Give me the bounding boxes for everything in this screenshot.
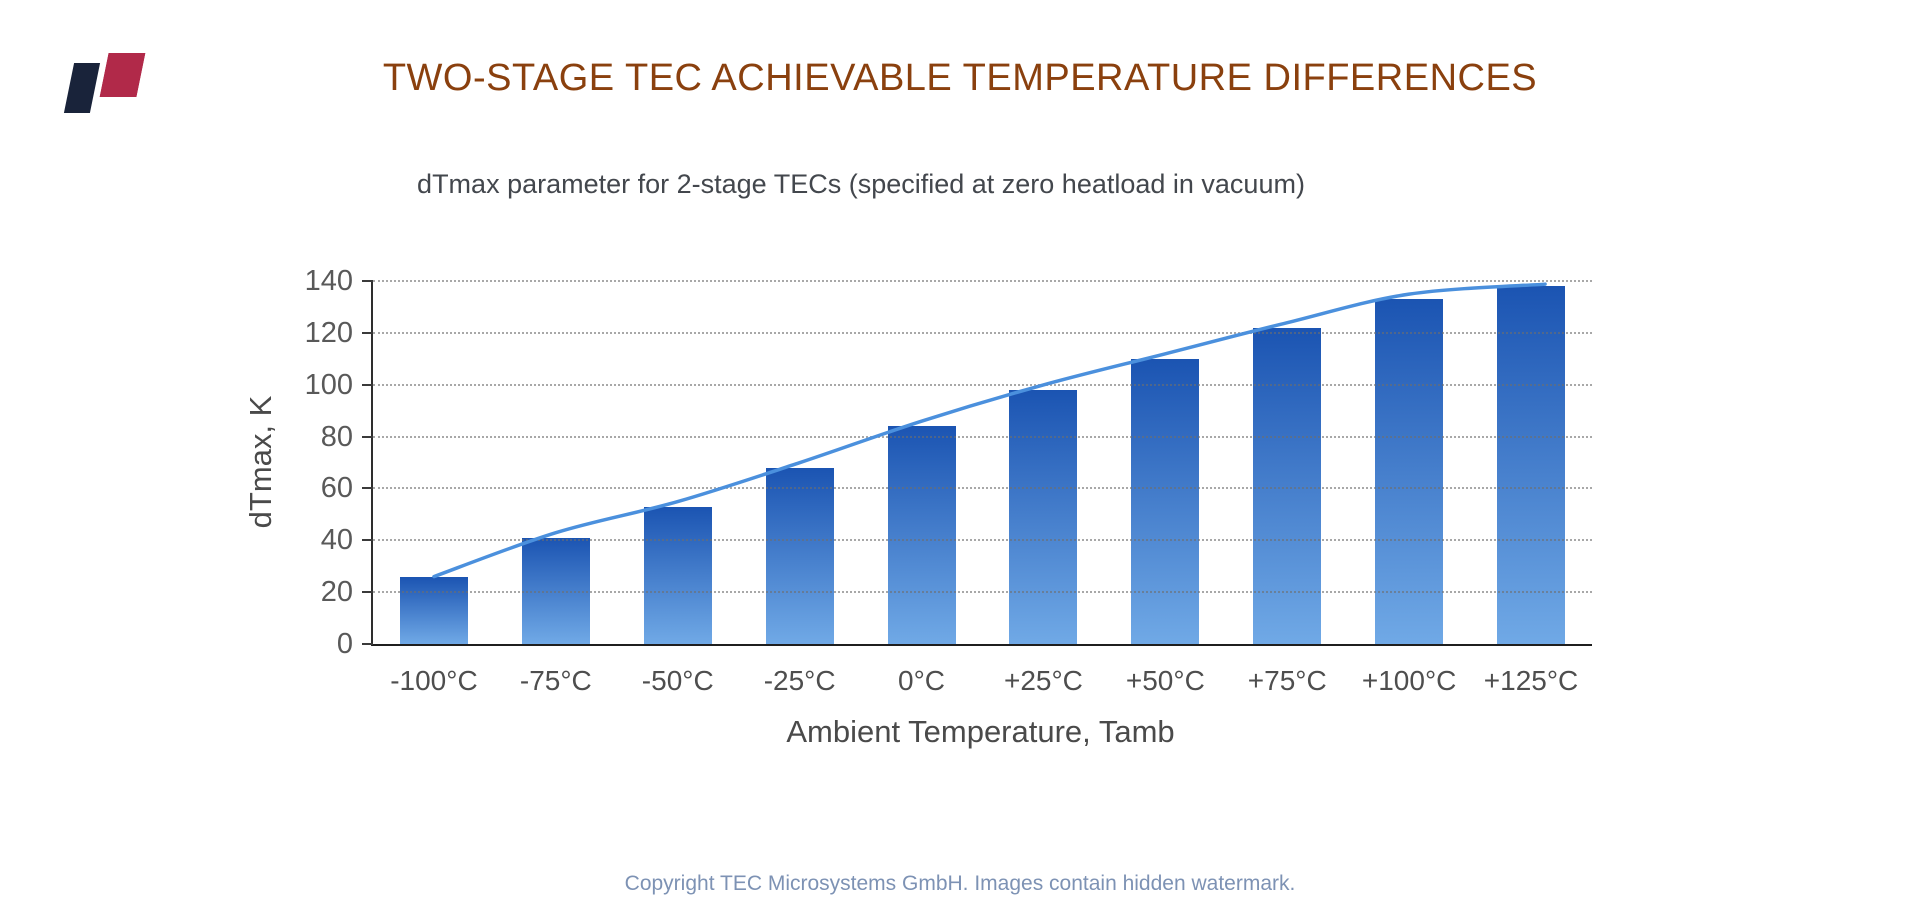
y-axis-tick <box>362 643 373 645</box>
y-tick-label: 100 <box>304 368 353 401</box>
bar-0°C <box>887 426 956 644</box>
y-axis-tick <box>362 539 373 542</box>
plot-area: 0 20 40 60 80 100 120 140 -100°C -75°C -50°C -25°C 0… <box>305 266 1592 696</box>
chart-title: dTmax parameter for 2-stage TECs (specif… <box>417 169 1305 199</box>
y-tick-label: 20 <box>320 576 353 609</box>
y-axis-tick <box>362 280 373 282</box>
y-axis-tick <box>362 383 373 386</box>
y-axis-tick <box>362 591 373 594</box>
page-title: TWO-STAGE TEC ACHIEVABLE TEMPERATURE DIF… <box>382 57 1538 99</box>
y-tick-label: 60 <box>320 472 353 505</box>
x-tick-label: -50°C <box>641 665 714 696</box>
bar--75°C <box>521 537 590 644</box>
bar-+125°C <box>1497 286 1566 644</box>
y-tick-label: 0 <box>336 628 353 660</box>
x-tick-label: -100°C <box>390 665 478 696</box>
y-axis-tick <box>362 487 373 490</box>
bar--50°C <box>643 506 712 644</box>
y-axis-title: dTmax, K <box>243 395 278 529</box>
bar--100°C <box>399 576 468 644</box>
grid-line <box>373 280 1592 282</box>
x-axis-title: Ambient Temperature, Tamb <box>786 714 1175 749</box>
y-tick-label: 120 <box>304 316 353 349</box>
y-tick-label: 80 <box>320 420 353 453</box>
x-tick-label: +125°C <box>1483 665 1579 696</box>
x-tick-label: 0°C <box>898 665 946 696</box>
bar-+100°C <box>1375 299 1444 644</box>
x-tick-label: -75°C <box>519 665 592 696</box>
bar-+50°C <box>1131 358 1200 644</box>
y-axis-tick <box>362 435 373 438</box>
x-tick-label: +75°C <box>1247 665 1327 696</box>
bar-+25°C <box>1009 389 1078 644</box>
bar--25°C <box>765 467 834 644</box>
copyright-notice: Copyright TEC Microsystems GmbH. Images … <box>624 872 1296 895</box>
y-tick-label: 140 <box>304 265 353 297</box>
x-tick-label: +50°C <box>1125 665 1205 696</box>
bar-+75°C <box>1253 327 1322 644</box>
y-axis-tick <box>362 331 373 334</box>
x-tick-label: -25°C <box>763 665 836 696</box>
x-tick-label: +25°C <box>1003 665 1083 696</box>
y-tick-label: 40 <box>320 524 353 557</box>
x-tick-label: +100°C <box>1361 665 1457 696</box>
